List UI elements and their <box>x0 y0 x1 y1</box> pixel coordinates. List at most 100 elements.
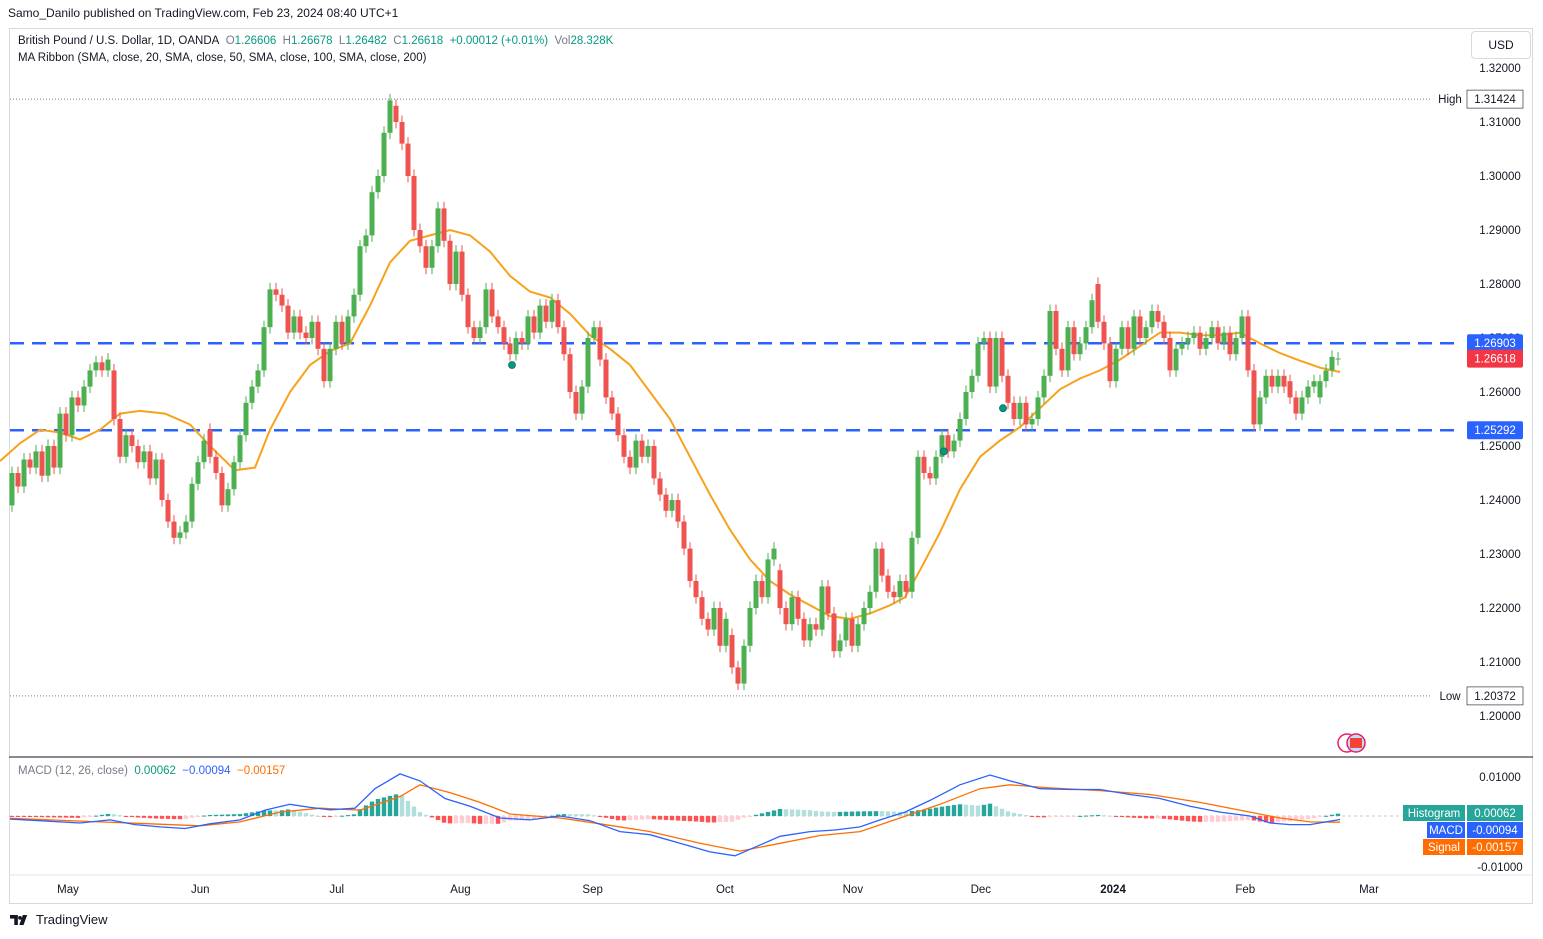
candle-up <box>183 521 189 533</box>
macd-histogram-bar <box>285 809 291 816</box>
candle-down <box>411 176 417 230</box>
macd-histogram-bar <box>39 816 45 818</box>
low-label-box <box>1434 686 1466 705</box>
macd-histogram-bar <box>789 809 795 816</box>
currency-button[interactable]: USD <box>1471 31 1531 59</box>
macd-histogram-bar <box>1131 816 1137 818</box>
macd-histogram-bar <box>657 816 663 820</box>
time-axis-tick-label: Mar <box>1359 884 1379 896</box>
footer: TradingView <box>10 912 108 927</box>
candle-down <box>609 397 615 414</box>
candle-up <box>525 316 531 344</box>
candle-down <box>465 294 471 328</box>
macd-histogram-bar <box>171 816 177 820</box>
candle-down <box>831 613 837 652</box>
macd-histogram-bar <box>183 816 189 820</box>
macd-histogram-bar <box>999 808 1005 816</box>
macd-histogram-bar <box>597 816 603 817</box>
candle-up <box>909 537 915 592</box>
candle-down <box>1155 311 1161 322</box>
macd-histogram-bar <box>501 816 507 823</box>
macd-histogram-bar <box>369 801 375 816</box>
macd-histogram-bar <box>555 814 561 816</box>
macd-histogram-bar <box>1179 816 1185 821</box>
candle-down <box>543 305 549 322</box>
candle-up <box>789 597 795 625</box>
candle-down <box>891 591 897 598</box>
macd-histogram-bar <box>279 810 285 816</box>
symbol-name[interactable]: British Pound / U.S. Dollar, 1D, OANDA <box>18 35 220 47</box>
candle-down <box>879 548 885 576</box>
candle-up <box>345 316 351 344</box>
candle-up <box>189 483 195 522</box>
macd-histogram-bar <box>1047 816 1053 818</box>
macd-histogram-bar <box>489 816 495 824</box>
volume-label: Vol <box>554 35 571 47</box>
macd-histogram-bar <box>363 805 369 816</box>
macd-histogram-bar <box>1203 816 1209 822</box>
macd-histogram-bar <box>807 810 813 816</box>
candle-up <box>669 500 675 511</box>
candle-up <box>309 321 315 338</box>
macd-histogram-bar <box>477 816 483 824</box>
macd-histogram-bar <box>813 810 819 816</box>
macd-histogram-bar <box>573 814 579 816</box>
candle-up <box>201 440 207 463</box>
candle-down <box>567 354 573 392</box>
macd-histogram-value-box <box>1467 805 1523 821</box>
ma-ribbon-legend[interactable]: MA Ribbon (SMA, close, 20, SMA, close, 5… <box>18 52 427 64</box>
candle-down <box>999 338 1005 376</box>
time-axis-tick-label: Jul <box>329 884 344 896</box>
candle-down <box>1101 321 1107 344</box>
macd-histogram-bar <box>399 795 405 816</box>
candle-up <box>1299 397 1305 414</box>
macd-histogram-bar <box>579 814 585 816</box>
macd-histogram-bar <box>1155 816 1161 819</box>
candle-up <box>1041 375 1047 398</box>
candle-up <box>387 100 393 133</box>
macd-histogram-bar <box>783 809 789 816</box>
candle-down <box>693 581 699 598</box>
candle-up <box>1239 316 1245 338</box>
candle-up <box>1083 327 1089 344</box>
macd-histogram-bar <box>483 816 489 824</box>
candle-up <box>483 289 489 328</box>
price-axis-tick-label: 1.26000 <box>1479 387 1521 399</box>
macd-histogram-bar <box>879 811 885 816</box>
candle-up <box>453 251 459 284</box>
candle-up <box>1065 327 1071 371</box>
candle-down <box>1071 327 1077 355</box>
macd-histogram-bar <box>1329 814 1335 816</box>
macd-histogram-bar <box>33 816 39 818</box>
candle-up <box>645 446 651 457</box>
macd-histogram-bar <box>261 810 267 816</box>
candle-down <box>729 635 735 668</box>
candle-up <box>969 375 975 392</box>
macd-histogram-bar <box>615 816 621 821</box>
macd-histogram-bar <box>249 812 255 816</box>
candle-down <box>405 143 411 176</box>
macd-histogram-bar <box>87 816 93 817</box>
candle-up <box>867 591 873 608</box>
price-axis-tick-label: 1.25000 <box>1479 441 1521 453</box>
candle-up <box>333 321 339 349</box>
macd-histogram-bar <box>873 811 879 816</box>
macd-histogram-bar <box>831 811 837 816</box>
candle-down <box>639 440 645 457</box>
candle-up <box>1305 386 1311 398</box>
candle-up <box>1029 419 1035 425</box>
macd-histogram-bar <box>357 809 363 816</box>
candle-up <box>21 459 27 487</box>
candle-up <box>33 451 39 468</box>
candle-down <box>15 473 21 487</box>
macd-histogram-bar <box>387 795 393 816</box>
macd-title[interactable]: MACD (12, 26, close) <box>18 765 128 777</box>
macd-histogram-bar <box>567 814 573 816</box>
macd-histogram-bar <box>849 811 855 816</box>
candle-up <box>123 435 129 457</box>
macd-histogram-bar <box>513 816 519 821</box>
macd-histogram-bar <box>1335 813 1341 816</box>
candle-up <box>363 235 369 247</box>
macd-histogram-bar <box>627 816 633 821</box>
